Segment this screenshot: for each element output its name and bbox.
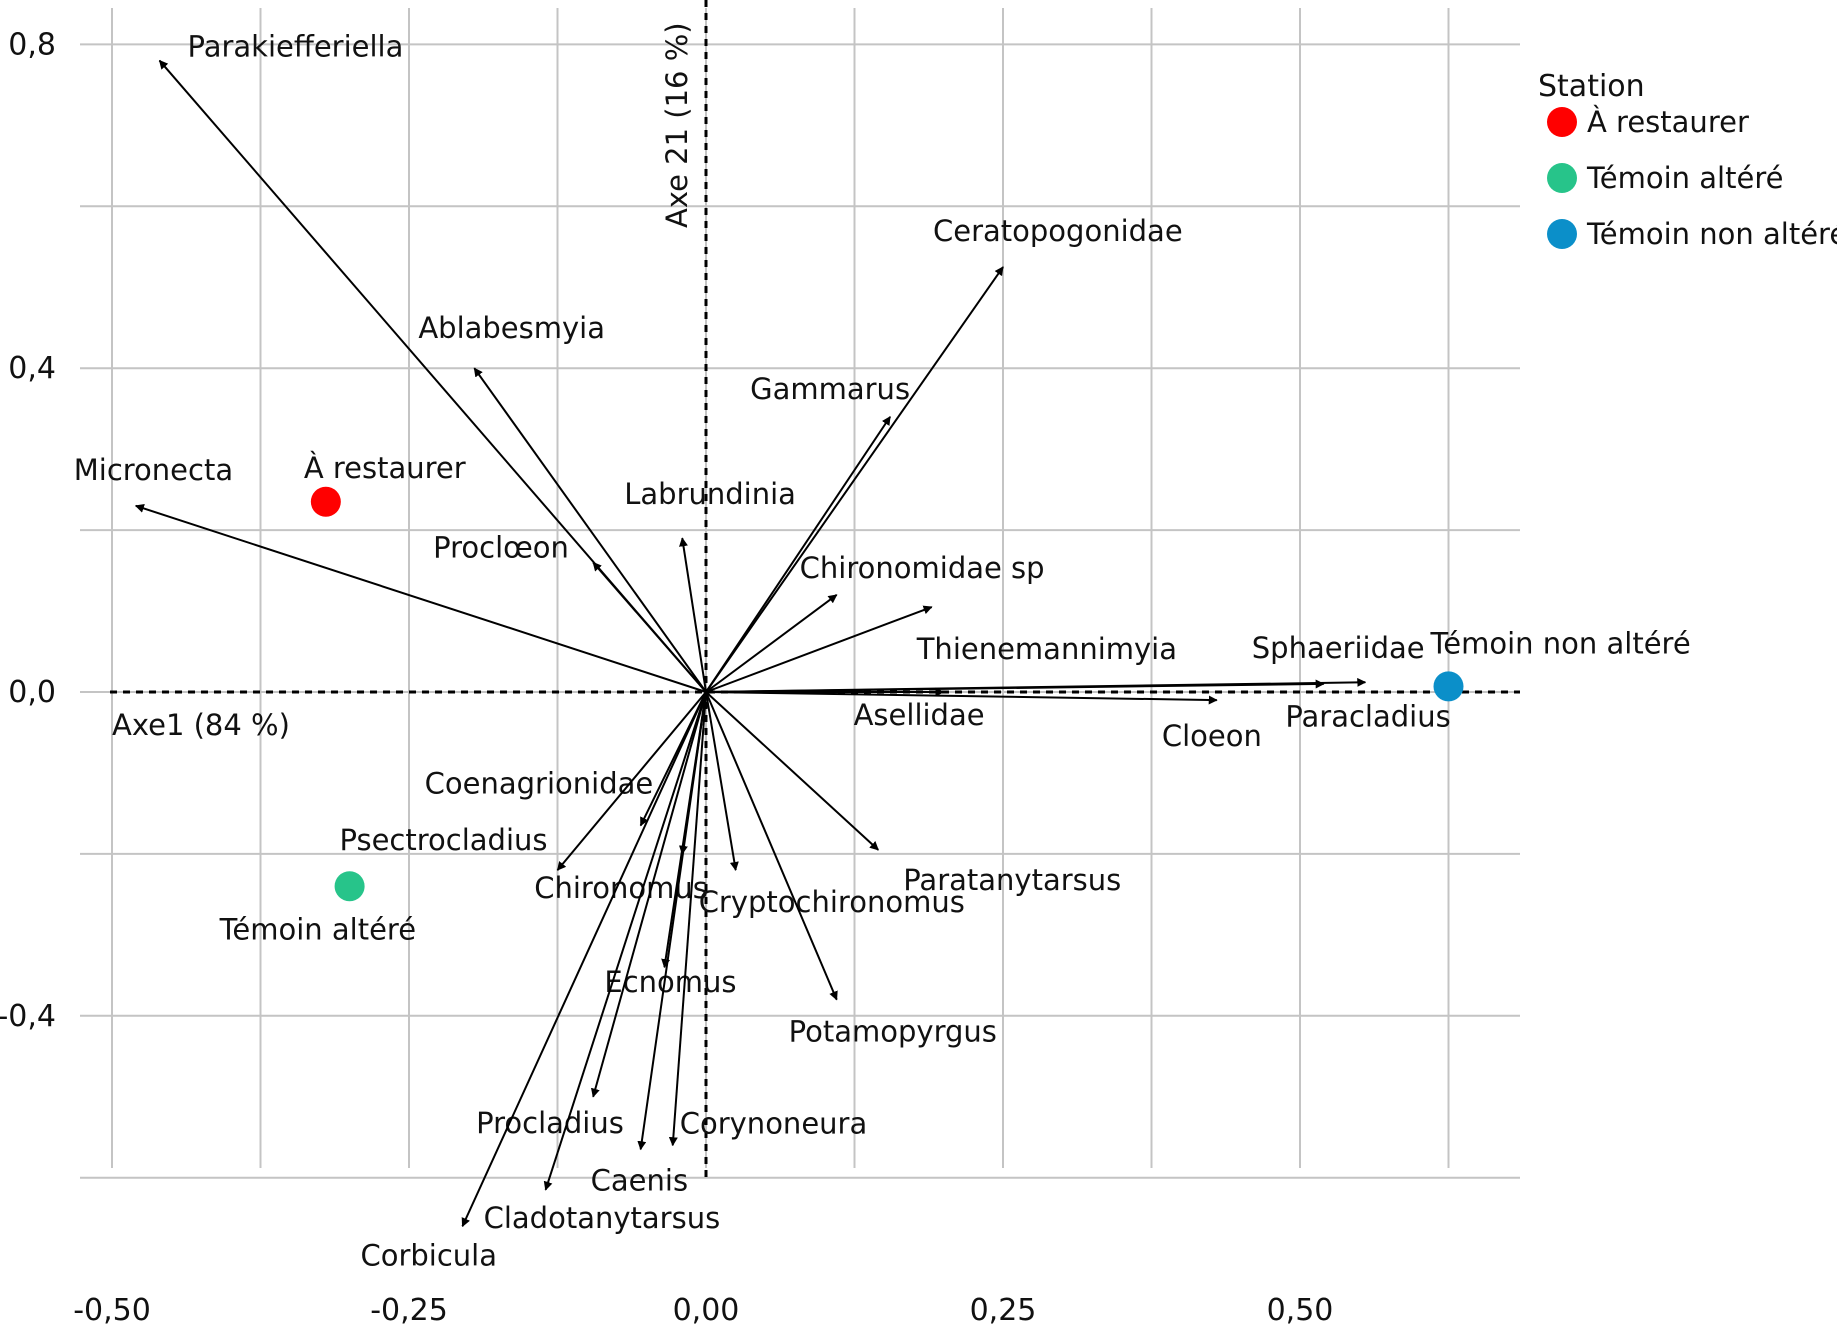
species-label: Chironomidae sp	[800, 551, 1045, 585]
station-label: À restaurer	[304, 451, 466, 485]
species-label: Cloeon	[1162, 719, 1262, 753]
zero-axes	[110, 0, 1520, 1178]
station-point	[310, 486, 341, 517]
y-axis-title: Axe 21 (16 %)	[660, 22, 694, 228]
species-label: Paratanytarsus	[903, 863, 1121, 897]
species-arrow	[556, 691, 707, 871]
grid	[80, 8, 1520, 1179]
species-arrow	[473, 367, 707, 693]
x-tick-label: 0,00	[673, 1293, 740, 1325]
legend-swatch	[1547, 107, 1577, 137]
species-arrow	[592, 561, 707, 693]
species-label: Corbicula	[360, 1238, 497, 1272]
species-label: Thienemannimyia	[916, 632, 1177, 666]
species-label: Micronecta	[74, 453, 233, 487]
y-tick-label: 0,8	[8, 27, 56, 62]
species-arrow	[705, 605, 933, 693]
species-label: Gammarus	[750, 372, 910, 406]
y-tick-label: 0,0	[8, 675, 56, 710]
species-arrow	[705, 691, 1218, 705]
species-arrow	[637, 691, 707, 1151]
species-arrow	[705, 691, 838, 1001]
species-arrow	[705, 416, 891, 693]
species-arrow	[134, 504, 707, 693]
legend-label: Témoin altéré	[1586, 161, 1783, 195]
station-label: Témoin altéré	[219, 912, 416, 946]
species-label: Psectrocladius	[340, 823, 548, 857]
species-label: Caenis	[591, 1163, 688, 1197]
species-label: Ablabesmyia	[418, 311, 605, 345]
species-arrow	[705, 677, 1367, 693]
species-arrow	[679, 537, 707, 693]
species-arrow	[705, 266, 1004, 693]
tick-labels: -0,50 -0,25 0,00 0,25 0,50 0,8 0,4 0,0 -0,4	[0, 27, 1333, 1325]
species-label: Labrundinia	[624, 477, 796, 511]
species-label: Potamopyrgus	[789, 1015, 997, 1049]
x-tick-label: 0,25	[970, 1293, 1037, 1325]
species-label: Ceratopogonidae	[933, 214, 1183, 248]
species-label: Ecnomus	[604, 965, 736, 999]
species-label: Cryptochironomus	[699, 885, 965, 919]
species-arrow	[668, 691, 707, 1147]
species-label: Coenagrionidae	[425, 767, 654, 801]
species-label: Procladius	[476, 1106, 624, 1140]
species-arrows: Parakiefferiella Ablabesmyia Micronecta Pro…	[74, 30, 1451, 1273]
legend-title: Station	[1538, 69, 1645, 104]
legend-label: À restaurer	[1587, 105, 1749, 139]
species-label: Parakiefferiella	[188, 30, 404, 64]
x-tick-label: -0,50	[73, 1293, 151, 1325]
species-label: Sphaeriidae	[1252, 631, 1425, 665]
species-arrow	[590, 691, 707, 1098]
x-axis-title: Axe1 (84 %)	[112, 708, 290, 742]
species-label: Corynoneura	[680, 1106, 868, 1140]
species-arrow	[543, 691, 707, 1191]
x-tick-label: -0,25	[370, 1293, 448, 1325]
x-tick-label: 0,50	[1267, 1293, 1334, 1325]
species-label: Cladotanytarsus	[484, 1201, 721, 1235]
species-arrow	[461, 691, 707, 1228]
legend-label: Témoin non altéré	[1586, 217, 1837, 251]
species-arrow	[705, 594, 838, 693]
species-arrow	[705, 691, 739, 871]
species-label: Asellidae	[854, 698, 985, 732]
species-label: Proclœon	[433, 530, 569, 564]
legend-swatch	[1547, 219, 1577, 249]
station-point	[334, 871, 365, 902]
station-label: Témoin non altéré	[1430, 626, 1691, 660]
y-tick-label: 0,4	[8, 351, 56, 386]
station-point	[1433, 671, 1464, 702]
legend: Station À restaurer Témoin altéré Témoin n…	[1538, 69, 1837, 251]
y-tick-label: -0,4	[0, 999, 56, 1034]
species-arrow	[705, 691, 879, 851]
station-points: À restaurer Témoin altéré Témoin non altér…	[219, 451, 1691, 947]
legend-swatch	[1547, 163, 1577, 193]
species-label: Paracladius	[1285, 699, 1450, 733]
